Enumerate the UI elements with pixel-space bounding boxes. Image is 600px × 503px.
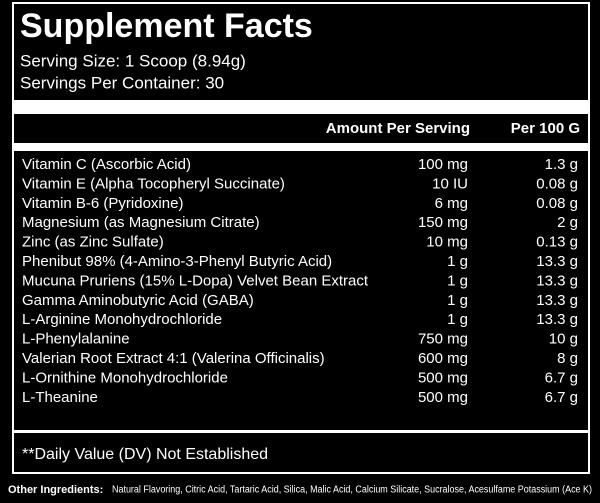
title: Supplement Facts xyxy=(20,7,313,45)
nutrient-name: L-Phenylalanine xyxy=(22,331,130,348)
amount-per-serving: 500 mg xyxy=(418,369,468,386)
per-100g: 13.3 g xyxy=(536,272,578,289)
serving-size: Serving Size: 1 Scoop (8.94g) xyxy=(20,51,246,70)
per-100g: 10 g xyxy=(549,331,578,348)
divider xyxy=(13,143,589,151)
per-100g: 13.3 g xyxy=(536,311,578,328)
amount-per-serving: 1 g xyxy=(447,311,468,328)
amount-per-serving: 100 mg xyxy=(418,156,468,173)
amount-per-serving: 150 mg xyxy=(418,214,468,231)
nutrient-name: Magnesium (as Magnesium Citrate) xyxy=(22,214,260,231)
per-100g: 2 g xyxy=(557,214,578,231)
table-rows: Vitamin C (Ascorbic Acid) 100 mg 1.3 g Vita… xyxy=(22,156,578,406)
amount-per-serving: 1 g xyxy=(447,292,468,309)
per-100g: 6.7 g xyxy=(545,389,578,406)
amount-per-serving: 500 mg xyxy=(418,389,468,406)
nutrient-name: Vitamin E (Alpha Tocopheryl Succinate) xyxy=(22,175,285,192)
per-100g: 13.3 g xyxy=(536,253,578,270)
footnote: **Daily Value (DV) Not Established xyxy=(22,446,268,463)
per-100g: 0.13 g xyxy=(536,234,578,251)
per-100g: 1.3 g xyxy=(545,156,578,173)
divider xyxy=(13,100,589,114)
nutrient-name: Vitamin C (Ascorbic Acid) xyxy=(22,156,191,173)
nutrient-name: L-Ornithine Monohydrochloride xyxy=(22,369,228,386)
other-ingredients: Natural Flavoring, Citric Acid, Tartaric… xyxy=(112,485,592,496)
nutrient-name: L-Arginine Monohydrochloride xyxy=(22,311,222,328)
per-100g: 6.7 g xyxy=(545,369,578,386)
per-100g: 8 g xyxy=(557,350,578,367)
nutrient-name: Gamma Aminobutyric Acid (GABA) xyxy=(22,292,254,309)
per-100g: 13.3 g xyxy=(536,292,578,309)
panel-border xyxy=(12,2,590,474)
nutrient-name: Mucuna Pruriens (15% L-Dopa) Velvet Bean… xyxy=(22,272,369,289)
nutrient-name: L-Theanine xyxy=(22,389,98,406)
amount-per-serving: 600 mg xyxy=(418,350,468,367)
divider xyxy=(13,430,589,433)
amount-per-serving: 1 g xyxy=(447,272,468,289)
servings-per-container: Servings Per Container: 30 xyxy=(20,73,224,92)
nutrient-name: Phenibut 98% (4-Amino-3-Phenyl Butyric A… xyxy=(22,253,332,270)
column-header: Amount Per Serving xyxy=(326,120,470,137)
per-100g: 0.08 g xyxy=(536,175,578,192)
per-100g: 0.08 g xyxy=(536,195,578,212)
amount-per-serving: 6 mg xyxy=(435,195,468,212)
nutrient-name: Vitamin B-6 (Pyridoxine) xyxy=(22,195,183,212)
amount-per-serving: 10 mg xyxy=(426,234,468,251)
other-ingredients-label: Other Ingredients: xyxy=(8,484,103,496)
nutrient-name: Valerian Root Extract 4:1 (Valerina Offi… xyxy=(22,350,325,367)
column-header: Per 100 G xyxy=(511,120,580,137)
amount-per-serving: 10 IU xyxy=(432,175,468,192)
nutrient-name: Zinc (as Zinc Sulfate) xyxy=(22,234,164,251)
amount-per-serving: 750 mg xyxy=(418,331,468,348)
amount-per-serving: 1 g xyxy=(447,253,468,270)
